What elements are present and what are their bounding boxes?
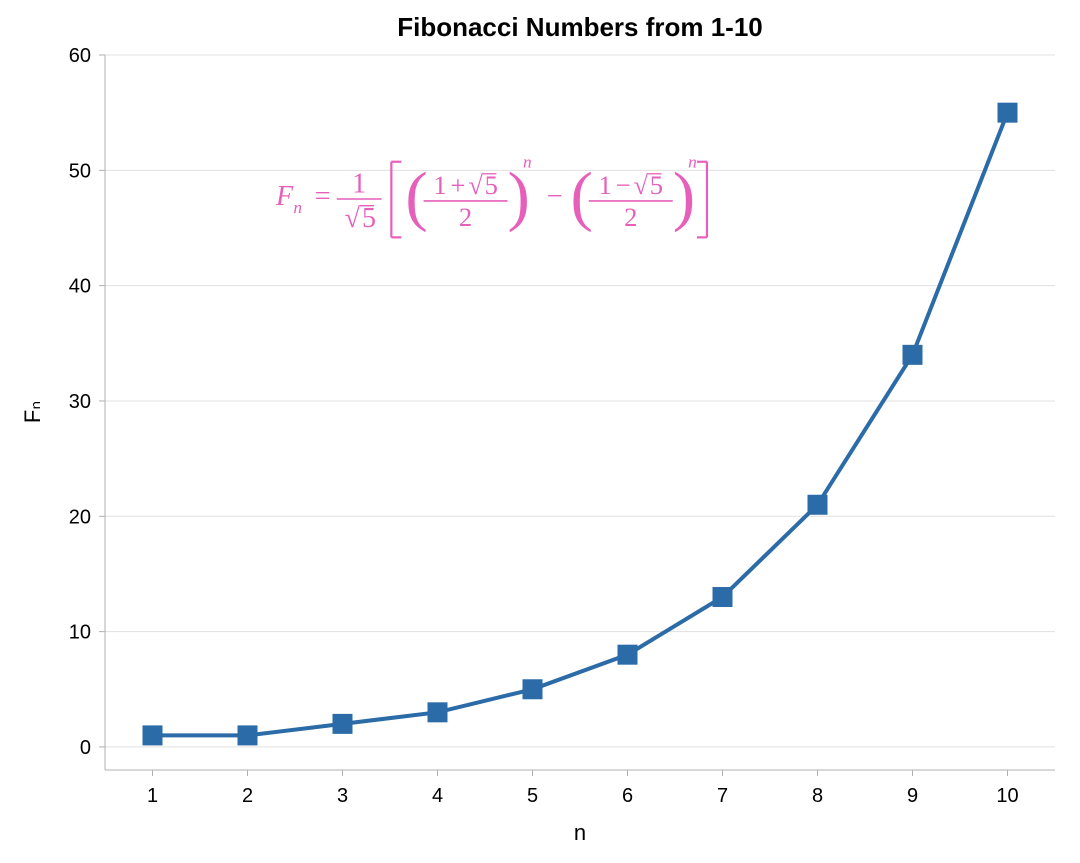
svg-text:1: 1	[599, 170, 612, 200]
data-marker	[808, 495, 828, 515]
y-tick-label: 50	[69, 160, 91, 182]
x-tick-label: 3	[337, 785, 348, 807]
data-marker	[143, 725, 163, 745]
svg-text:(: (	[405, 158, 427, 233]
chart-container: Fibonacci Numbers from 1-10 12345678910 …	[0, 0, 1080, 863]
svg-text:2: 2	[624, 202, 637, 232]
y-tick-label: 10	[69, 622, 91, 644]
y-tick-label: 40	[69, 276, 91, 298]
svg-text:1: 1	[433, 170, 446, 200]
svg-text:√: √	[468, 170, 483, 200]
chart-title: Fibonacci Numbers from 1-10	[397, 12, 763, 42]
x-tick-label: 5	[527, 785, 538, 807]
svg-text:n: n	[688, 152, 697, 171]
y-ticks: 0 10 20 30 40 50 60	[69, 45, 105, 759]
y-tick-label: 60	[69, 45, 91, 67]
svg-text:2: 2	[459, 202, 472, 232]
x-tick-label: 6	[622, 785, 633, 807]
svg-text:5: 5	[650, 170, 663, 200]
x-tick-label: 4	[432, 785, 443, 807]
data-marker	[903, 345, 923, 365]
svg-text:5: 5	[362, 203, 376, 234]
y-tick-label: 30	[69, 391, 91, 413]
svg-text:n: n	[293, 198, 302, 217]
x-tick-label: 8	[812, 785, 823, 807]
data-marker	[238, 725, 258, 745]
x-tick-label: 9	[907, 785, 918, 807]
x-tick-label: 10	[996, 785, 1018, 807]
data-marker	[998, 103, 1018, 123]
x-tick-label: 2	[242, 785, 253, 807]
svg-text:5: 5	[485, 170, 498, 200]
svg-text:(: (	[571, 158, 593, 233]
data-marker	[428, 702, 448, 722]
svg-text:√: √	[345, 203, 361, 234]
svg-text:+: +	[450, 170, 465, 200]
data-marker	[713, 587, 733, 607]
svg-text:n: n	[523, 152, 532, 171]
plot-area: 12345678910 0102030405060	[69, 45, 1055, 807]
svg-text:F: F	[275, 181, 294, 212]
svg-text:√: √	[634, 170, 649, 200]
x-ticks: 1 2 3 4 5 6 7 8 9 10	[147, 770, 1019, 807]
svg-text:−: −	[547, 181, 563, 212]
y-axis-label: Fₙ	[20, 401, 45, 423]
data-marker	[333, 714, 353, 734]
svg-text:−: −	[616, 170, 631, 200]
data-marker	[523, 679, 543, 699]
svg-text:=: =	[315, 181, 331, 212]
x-axis-label: n	[574, 820, 586, 845]
fibonacci-chart: Fibonacci Numbers from 1-10 12345678910 …	[0, 0, 1080, 863]
x-tick-label: 7	[717, 785, 728, 807]
y-tick-label: 20	[69, 506, 91, 528]
data-marker	[618, 645, 638, 665]
x-tick-label: 1	[147, 785, 158, 807]
y-tick-label: 0	[80, 737, 91, 759]
svg-text:1: 1	[352, 169, 366, 200]
